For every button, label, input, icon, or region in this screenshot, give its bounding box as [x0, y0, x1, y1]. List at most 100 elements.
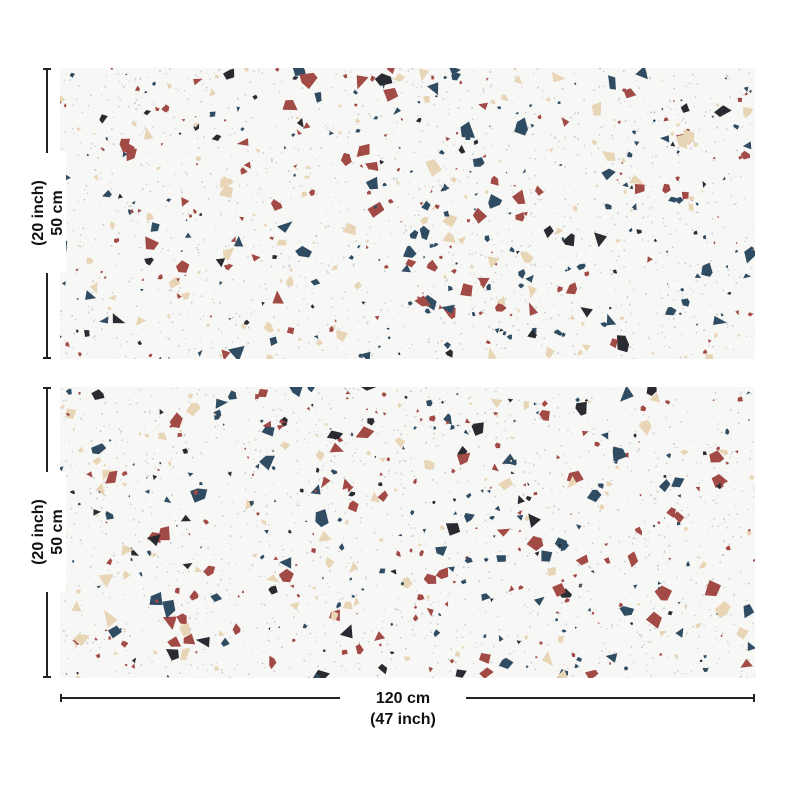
speck	[497, 256, 499, 258]
speck	[665, 613, 667, 615]
terrazzo-chip	[419, 225, 430, 241]
terrazzo-chip	[315, 450, 325, 462]
terrazzo-chip	[629, 622, 633, 625]
terrazzo-chip	[464, 513, 475, 523]
speck	[722, 289, 724, 292]
terrazzo-chip	[277, 221, 293, 233]
terrazzo-chip	[109, 220, 115, 229]
speck	[139, 78, 142, 80]
terrazzo-chip	[266, 354, 275, 359]
speck	[171, 494, 173, 497]
terrazzo-chip	[665, 400, 670, 405]
speck	[593, 428, 595, 430]
speck	[487, 521, 489, 523]
terrazzo-chip	[463, 429, 469, 435]
speck	[703, 625, 705, 627]
speck	[490, 661, 493, 664]
speck	[569, 116, 572, 119]
terrazzo-chip	[502, 331, 507, 336]
speck	[631, 115, 633, 117]
terrazzo-chip	[148, 353, 153, 358]
terrazzo-chip	[649, 392, 660, 403]
speck	[258, 186, 260, 188]
terrazzo-chip	[211, 134, 222, 141]
speck	[355, 537, 357, 539]
terrazzo-chip	[452, 498, 457, 502]
speck	[650, 494, 653, 497]
speck	[632, 537, 635, 540]
speck	[473, 613, 475, 615]
speck	[515, 623, 518, 625]
speck	[664, 196, 666, 198]
speck	[406, 81, 408, 83]
speck	[662, 607, 665, 610]
speck	[117, 95, 120, 97]
speck	[542, 487, 544, 490]
speck	[330, 269, 332, 271]
speck	[536, 327, 538, 329]
speck	[696, 647, 699, 649]
speck	[91, 413, 93, 415]
speck	[714, 392, 717, 394]
speck	[490, 283, 491, 285]
speck	[407, 69, 410, 72]
speck	[111, 338, 113, 339]
speck	[501, 471, 503, 473]
terrazzo-chip	[491, 463, 499, 472]
speck	[106, 486, 108, 488]
terrazzo-chip	[178, 429, 183, 433]
speck	[721, 486, 723, 489]
speck	[526, 555, 529, 557]
terrazzo-chip	[382, 182, 387, 187]
speck	[436, 220, 438, 222]
terrazzo-chip	[413, 426, 417, 430]
terrazzo-chip	[135, 85, 140, 92]
speck	[665, 462, 668, 465]
terrazzo-chip	[520, 251, 534, 263]
speck	[748, 582, 751, 585]
speck	[134, 92, 136, 94]
speck	[400, 92, 403, 94]
speck	[335, 346, 337, 348]
speck	[286, 322, 288, 324]
speck	[412, 83, 414, 86]
terrazzo-chip	[688, 203, 694, 212]
terrazzo-chip	[489, 515, 495, 520]
speck	[476, 182, 478, 185]
speck	[689, 147, 692, 150]
speck	[247, 387, 249, 390]
speck	[444, 471, 447, 474]
speck	[102, 298, 104, 301]
speck	[438, 601, 440, 603]
terrazzo-chip	[278, 625, 281, 628]
speck	[255, 201, 257, 204]
terrazzo-chip	[597, 483, 604, 489]
speck	[583, 144, 586, 147]
speck	[335, 188, 337, 190]
terrazzo-chip	[451, 468, 454, 471]
speck	[404, 225, 407, 227]
speck	[629, 655, 631, 657]
speck	[459, 99, 461, 102]
speck	[608, 430, 611, 433]
terrazzo-chip	[515, 111, 519, 115]
speck	[743, 197, 746, 200]
speck	[90, 290, 92, 293]
terrazzo-chip	[518, 269, 526, 279]
speck	[498, 666, 500, 668]
speck	[144, 86, 146, 88]
speck	[600, 126, 603, 128]
terrazzo-chip	[494, 262, 498, 266]
speck	[411, 573, 414, 576]
speck	[722, 554, 724, 557]
speck	[178, 547, 179, 549]
terrazzo-chip	[268, 585, 278, 595]
speck	[487, 513, 489, 515]
speck	[225, 409, 227, 411]
speck	[339, 211, 341, 213]
terrazzo-chip	[166, 313, 171, 320]
terrazzo-chip	[373, 116, 379, 120]
speck	[237, 337, 239, 339]
speck	[652, 112, 654, 114]
terrazzo-chip	[209, 111, 216, 118]
